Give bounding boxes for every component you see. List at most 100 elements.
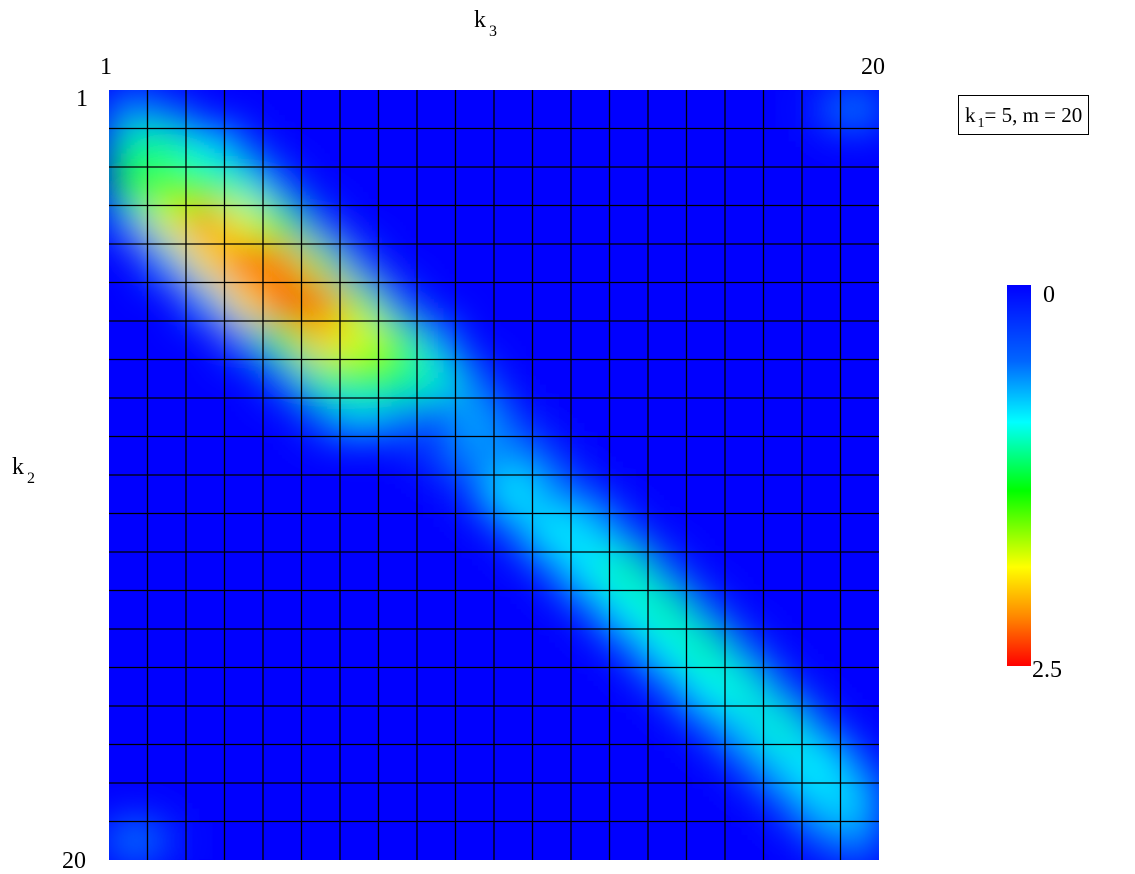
heatmap-cell bbox=[109, 205, 148, 244]
annotation-prefix: k bbox=[965, 103, 976, 127]
heatmap-cell bbox=[802, 783, 841, 822]
heatmap-cell bbox=[494, 475, 533, 514]
heatmap-cell bbox=[609, 590, 648, 629]
heatmap-cell bbox=[840, 744, 879, 783]
heatmap-cell bbox=[609, 552, 648, 591]
heatmap-cell bbox=[648, 629, 687, 668]
heatmap-cell bbox=[763, 706, 802, 745]
heatmap-cell bbox=[224, 128, 263, 167]
heatmap-cell bbox=[301, 359, 340, 398]
heatmap-cell bbox=[648, 667, 687, 706]
heatmap-cell bbox=[455, 398, 494, 437]
x-axis-label: k bbox=[474, 7, 486, 33]
heatmap-cell bbox=[571, 590, 610, 629]
heatmap-cell bbox=[494, 513, 533, 552]
heatmap-cell bbox=[455, 475, 494, 514]
colorbar-max-label: 2.5 bbox=[1032, 657, 1062, 683]
heatmap-cell bbox=[725, 629, 764, 668]
heatmap-cell bbox=[109, 821, 148, 860]
heatmap-cell bbox=[263, 244, 302, 283]
heatmap-cell bbox=[263, 359, 302, 398]
heatmap-cell bbox=[340, 244, 379, 283]
heatmap-cell bbox=[186, 282, 225, 321]
heatmap-cell bbox=[378, 398, 417, 437]
heatmap-cell bbox=[378, 321, 417, 360]
heatmap-cell bbox=[109, 167, 148, 206]
heatmap-cell bbox=[224, 167, 263, 206]
heatmap-cell bbox=[494, 436, 533, 475]
heatmap-cell bbox=[109, 128, 148, 167]
colorbar bbox=[1007, 285, 1031, 666]
annotation-suffix: = 5, m = 20 bbox=[984, 103, 1083, 127]
heatmap-cell bbox=[840, 90, 879, 129]
heatmap-cell bbox=[263, 282, 302, 321]
heatmap-cell bbox=[455, 359, 494, 398]
heatmap-cell bbox=[263, 321, 302, 360]
heatmap-cell bbox=[417, 436, 456, 475]
y-tick-label-start: 1 bbox=[76, 86, 88, 112]
heatmap-cell bbox=[648, 552, 687, 591]
heatmap-cell bbox=[686, 706, 725, 745]
heatmap-cell bbox=[725, 706, 764, 745]
y-tick-label-end: 20 bbox=[62, 848, 86, 874]
heatmap-cell bbox=[840, 783, 879, 822]
heatmap-cell bbox=[224, 244, 263, 283]
heatmap-cell bbox=[686, 590, 725, 629]
heatmap-cell bbox=[224, 282, 263, 321]
heatmap-cell bbox=[532, 513, 571, 552]
heatmap-cell bbox=[147, 128, 186, 167]
heatmap-cell bbox=[571, 513, 610, 552]
colorbar-min-label: 0 bbox=[1043, 282, 1055, 308]
heatmap-cell bbox=[417, 321, 456, 360]
heatmap-cell bbox=[263, 167, 302, 206]
heatmap-cell bbox=[802, 706, 841, 745]
heatmap-cell bbox=[378, 282, 417, 321]
heatmap-cell bbox=[378, 359, 417, 398]
heatmap-cell bbox=[186, 205, 225, 244]
heatmap-cell bbox=[301, 321, 340, 360]
heatmap-cell bbox=[763, 744, 802, 783]
heatmap-cell bbox=[494, 398, 533, 437]
heatmap-cell bbox=[802, 744, 841, 783]
x-axis-label-subscript: 3 bbox=[489, 23, 497, 40]
heatmap-cell bbox=[763, 667, 802, 706]
heatmap-cell bbox=[147, 244, 186, 283]
heatmap-cell bbox=[802, 821, 841, 860]
heatmap-cell bbox=[686, 629, 725, 668]
heatmap-cell bbox=[301, 205, 340, 244]
heatmap-cell bbox=[763, 783, 802, 822]
heatmap-cell bbox=[340, 359, 379, 398]
heatmap-cell bbox=[301, 282, 340, 321]
heatmap-cell bbox=[186, 167, 225, 206]
heatmap-cell bbox=[571, 475, 610, 514]
heatmap-cell bbox=[648, 590, 687, 629]
heatmap-cell bbox=[186, 244, 225, 283]
heatmap-cell bbox=[571, 552, 610, 591]
heatmap-cell bbox=[609, 629, 648, 668]
heatmap-cell bbox=[147, 90, 186, 129]
heatmap-cell bbox=[340, 321, 379, 360]
heatmap-cell bbox=[840, 821, 879, 860]
heatmap-cell bbox=[455, 436, 494, 475]
heatmap-cell bbox=[224, 205, 263, 244]
heatmap-cell bbox=[725, 667, 764, 706]
heatmap-cell bbox=[532, 552, 571, 591]
heatmap-cell bbox=[301, 398, 340, 437]
y-axis-label: k bbox=[12, 454, 24, 480]
heatmap-cell bbox=[417, 359, 456, 398]
heatmap-cell bbox=[532, 436, 571, 475]
annotation-subscript: 1 bbox=[977, 116, 985, 131]
heatmap-cell bbox=[147, 205, 186, 244]
heatmap-cell bbox=[147, 821, 186, 860]
heatmap-cell bbox=[725, 744, 764, 783]
heatmap-cell bbox=[147, 167, 186, 206]
heatmap-cell bbox=[609, 513, 648, 552]
heatmap-cell bbox=[263, 205, 302, 244]
heatmap-cell bbox=[224, 321, 263, 360]
heatmap-cell bbox=[301, 244, 340, 283]
heatmap-cell bbox=[532, 475, 571, 514]
heatmap-cell bbox=[340, 282, 379, 321]
